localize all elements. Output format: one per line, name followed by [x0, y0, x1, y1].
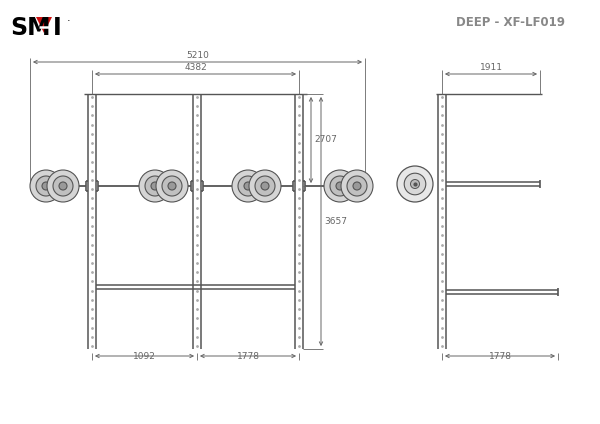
Circle shape [156, 170, 188, 202]
Text: 5210: 5210 [186, 51, 209, 60]
Circle shape [162, 176, 182, 196]
Circle shape [330, 176, 350, 196]
Circle shape [249, 170, 281, 202]
Circle shape [232, 170, 264, 202]
Circle shape [353, 182, 361, 190]
Text: SM: SM [10, 16, 50, 40]
Circle shape [336, 182, 344, 190]
Circle shape [261, 182, 269, 190]
Circle shape [59, 182, 67, 190]
Circle shape [145, 176, 165, 196]
Circle shape [341, 170, 373, 202]
Circle shape [47, 170, 79, 202]
Text: 1092: 1092 [133, 352, 156, 361]
Circle shape [53, 176, 73, 196]
Circle shape [324, 170, 356, 202]
Text: 4382: 4382 [184, 63, 207, 72]
Circle shape [347, 176, 367, 196]
Text: ·: · [67, 16, 71, 26]
Circle shape [238, 176, 258, 196]
Text: 1778: 1778 [236, 352, 260, 361]
Circle shape [397, 166, 433, 202]
Circle shape [36, 176, 56, 196]
Circle shape [410, 179, 419, 189]
Circle shape [168, 182, 176, 190]
Text: 1911: 1911 [479, 63, 503, 72]
Text: A: A [36, 16, 54, 40]
Circle shape [255, 176, 275, 196]
Text: I: I [53, 16, 62, 40]
Text: 3657: 3657 [324, 217, 347, 226]
Text: 1778: 1778 [488, 352, 511, 361]
Circle shape [30, 170, 62, 202]
Text: 2707: 2707 [314, 136, 337, 145]
Text: DEEP - XF-LF019: DEEP - XF-LF019 [455, 16, 565, 29]
Circle shape [244, 182, 252, 190]
Circle shape [151, 182, 159, 190]
Polygon shape [36, 17, 52, 33]
Circle shape [404, 173, 426, 195]
Circle shape [42, 182, 50, 190]
Circle shape [139, 170, 171, 202]
